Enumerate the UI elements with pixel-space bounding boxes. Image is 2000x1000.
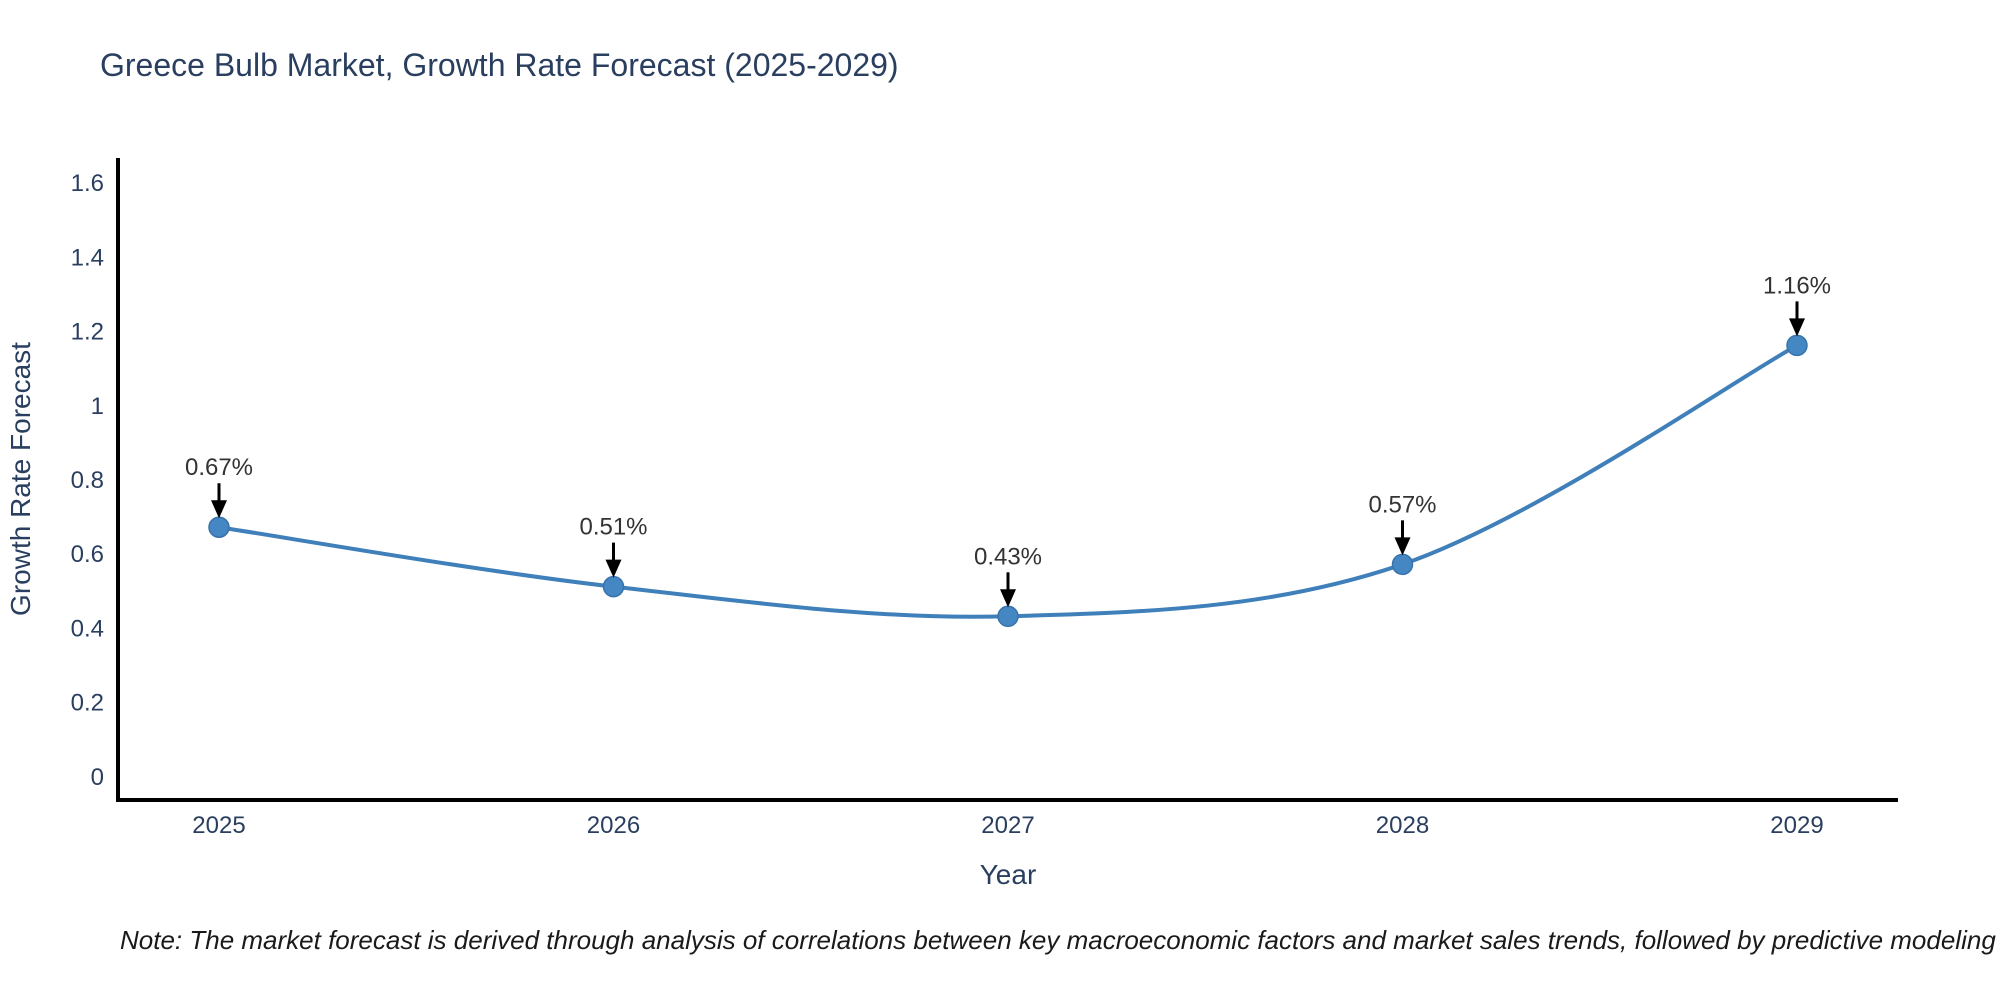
y-tick-label: 1: [91, 393, 104, 420]
point-label-2029: 1.16%: [1763, 272, 1831, 299]
data-point-2026[interactable]: [602, 575, 625, 598]
y-tick-label: 0.8: [71, 467, 104, 494]
y-tick-label: 1.2: [71, 319, 104, 346]
x-tick-label: 2025: [192, 812, 245, 839]
y-tick-label: 0: [91, 764, 104, 791]
y-tick-label: 1.4: [71, 244, 104, 271]
y-tick-label: 0.2: [71, 690, 104, 717]
chart-footnote: Note: The market forecast is derived thr…: [120, 925, 2000, 955]
point-label-2026: 0.51%: [579, 514, 647, 541]
y-tick-label: 0.4: [71, 615, 104, 642]
annotation-arrowhead-icon: [605, 559, 622, 578]
chart-title: Greece Bulb Market, Growth Rate Forecast…: [100, 47, 899, 83]
data-point-2025[interactable]: [208, 516, 230, 538]
x-tick-label: 2027: [981, 812, 1034, 839]
point-label-2028: 0.57%: [1368, 491, 1436, 518]
point-label-2025: 0.67%: [185, 454, 253, 481]
data-point-2028[interactable]: [1391, 553, 1414, 576]
x-tick-label: 2029: [1770, 812, 1823, 839]
axis-lines: [116, 158, 1898, 802]
data-point-2029[interactable]: [1786, 334, 1808, 357]
y-axis-title: Growth Rate Forecast: [5, 342, 36, 616]
point-label-2027: 0.43%: [974, 543, 1042, 570]
annotation-arrowhead-icon: [1789, 318, 1805, 337]
annotation-arrowhead-icon: [1394, 537, 1411, 556]
y-tick-label: 0.6: [71, 541, 104, 568]
x-tick-label: 2026: [587, 812, 640, 839]
y-tick-label: 1.6: [71, 170, 104, 197]
x-tick-label: 2028: [1376, 812, 1429, 839]
x-axis-title: Year: [980, 859, 1037, 890]
annotation-arrowhead-icon: [211, 500, 227, 519]
data-point-2027[interactable]: [997, 605, 1019, 628]
annotation-arrowhead-icon: [1000, 589, 1016, 608]
